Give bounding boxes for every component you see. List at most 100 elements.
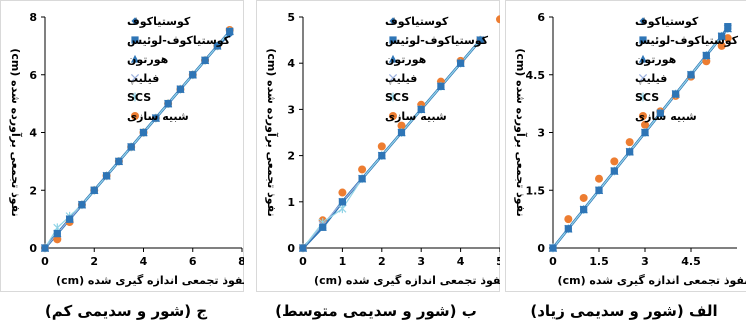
x-tick-label: 4	[140, 255, 148, 268]
data-point	[139, 128, 148, 137]
data-point	[102, 172, 111, 180]
chart-a-plot: 0 1.5 3 4.5 0 1.5 3 4.5 6 نفوذ تجمعی اندازه گیری …	[505, 0, 746, 292]
data-point	[717, 41, 726, 50]
legend-marker	[639, 112, 647, 120]
legend-entry: کوستیاکوف-لوئیس	[127, 34, 231, 47]
chart-panel-c: 0 2 4 6 8 0 2 4 6 8 نفوذ تجمعی اندازه گیری شده (cm…	[0, 0, 244, 292]
data-point	[397, 128, 406, 137]
legend-marker	[639, 17, 647, 25]
data-point	[213, 42, 221, 50]
legend-marker	[638, 92, 648, 102]
data-point	[610, 157, 619, 166]
data-point	[580, 205, 588, 214]
y-tick-label: 6	[29, 69, 37, 82]
legend-marker	[388, 73, 398, 83]
data-point	[115, 157, 123, 165]
data-point	[201, 56, 209, 64]
legend-entry: فیلیپ	[385, 72, 417, 85]
data-point	[496, 15, 500, 24]
legend-entry: کوستیاکوف-لوئیس	[635, 34, 739, 47]
legend-marker	[389, 36, 397, 44]
data-point	[610, 167, 618, 175]
legend-entry: هورتون	[127, 53, 168, 66]
y-tick-label: 0	[29, 242, 37, 255]
chart-border	[505, 0, 746, 292]
x-tick-label: 5	[496, 255, 500, 268]
data-point	[319, 223, 327, 231]
y-tick-label: 4	[287, 57, 295, 70]
x-tick-label: 0	[549, 255, 557, 268]
x-tick-label: 2	[90, 255, 98, 268]
data-point	[724, 23, 732, 31]
data-point	[549, 244, 557, 252]
legend-marker	[388, 92, 398, 102]
legend-marker	[638, 54, 648, 63]
x-tick-label: 1.5	[589, 255, 609, 268]
data-point	[718, 32, 726, 40]
data-point	[90, 186, 98, 194]
data-point	[723, 34, 732, 43]
x-axis-label: نفوذ تجمعی اندازه گیری شده (cm)	[56, 274, 244, 287]
y-axis-label: نفوذ تجمعی برآورده شده (cm)	[9, 48, 23, 216]
data-point	[53, 229, 61, 238]
series-line	[302, 39, 481, 249]
data-point	[189, 71, 197, 79]
data-point	[564, 225, 572, 233]
x-axis-label: نفوذ تجمعی اندازه گیری شده (cm)	[314, 274, 500, 287]
legend-entry: شبیه سازی	[127, 110, 189, 123]
x-tick-label: 2	[378, 255, 386, 268]
x-tick-label: 4.5	[681, 255, 701, 268]
y-tick-label: 2	[287, 150, 295, 163]
legend-marker	[130, 92, 140, 102]
y-tick-label: 4.5	[526, 69, 546, 82]
x-tick-label: 0	[299, 255, 307, 268]
data-point	[338, 204, 347, 214]
x-tick-label: 8	[238, 255, 244, 268]
x-tick-label: 0	[41, 255, 49, 268]
y-tick-label: 0	[287, 242, 295, 255]
legend-marker	[388, 54, 398, 63]
x-tick-label: 6	[189, 255, 197, 268]
x-tick-label: 3	[641, 255, 649, 268]
data-point	[417, 105, 425, 113]
data-point	[152, 114, 160, 122]
series-line	[44, 31, 231, 249]
legend-entry: فیلیپ	[635, 72, 667, 85]
data-point	[53, 235, 62, 244]
data-point	[378, 152, 386, 160]
data-point	[564, 215, 573, 224]
legend-entry: کوستیاکوف	[385, 15, 449, 28]
legend-marker	[131, 112, 139, 120]
legend-entry: SCS	[127, 91, 151, 104]
legend-marker	[131, 36, 139, 44]
legend-entry: کوستیاکوف	[635, 15, 699, 28]
chart-border	[0, 0, 244, 292]
data-point	[164, 100, 172, 108]
legend-entry: SCS	[635, 91, 659, 104]
series-points	[549, 23, 732, 252]
x-tick-label: 4	[457, 255, 465, 268]
legend-marker	[130, 54, 140, 63]
data-point	[625, 138, 634, 147]
data-point	[338, 188, 347, 197]
legend-entry: فیلیپ	[127, 72, 159, 85]
x-tick-label: 1	[339, 255, 347, 268]
y-tick-label: 3	[537, 127, 545, 140]
data-point	[641, 128, 649, 137]
data-point	[656, 109, 664, 117]
y-axis-label: نفوذ تجمعی برآورده شده (cm)	[265, 48, 279, 216]
data-point	[397, 121, 406, 130]
data-point	[127, 143, 135, 151]
data-point	[702, 57, 711, 66]
data-point	[687, 71, 695, 79]
legend-entry: شبیه سازی	[635, 110, 697, 123]
chart-b-plot: 0 1 2 3 4 5 0 1 2 3 4 5 نفوذ تجمعی اندازه گیری شده (…	[256, 0, 500, 292]
data-point	[672, 90, 680, 98]
legend-marker	[130, 73, 140, 83]
y-tick-label: 6	[537, 11, 545, 24]
series-points	[299, 36, 484, 252]
y-tick-label: 1.5	[526, 184, 546, 197]
legend-entry: هورتون	[385, 53, 426, 66]
legend-marker	[639, 36, 647, 44]
legend-entry: کوستیاکوف	[127, 15, 191, 28]
